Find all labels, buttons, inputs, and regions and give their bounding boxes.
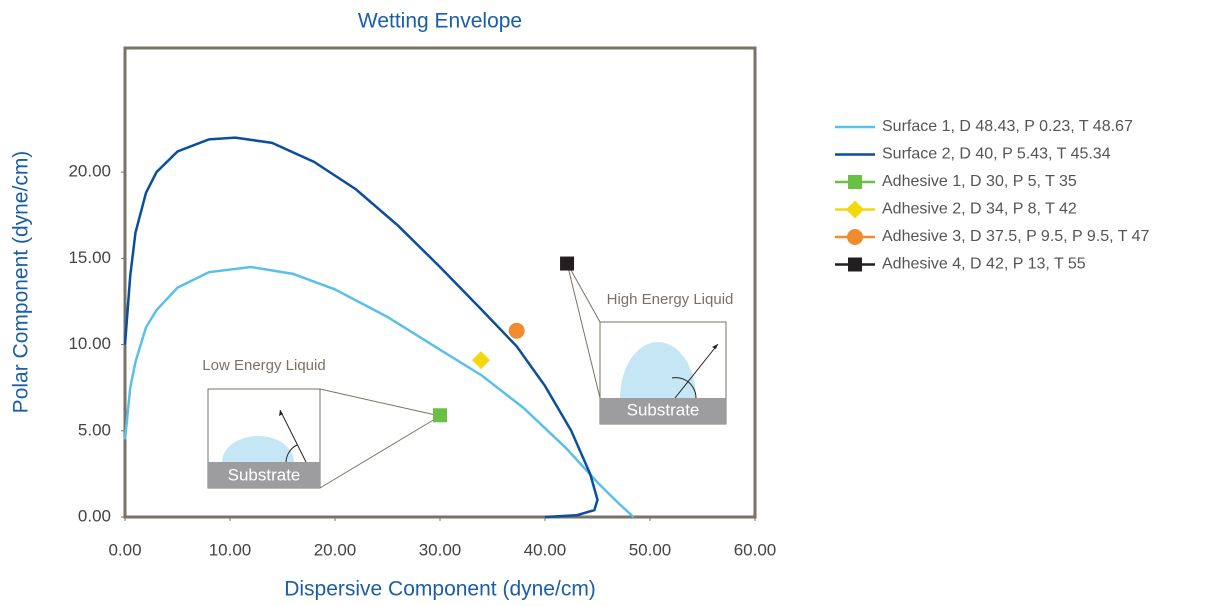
y-tick-label: 15.00	[68, 248, 111, 267]
legend-marker	[848, 175, 862, 189]
series-line	[125, 267, 634, 517]
x-tick-label: 60.00	[734, 540, 777, 559]
legend-label: Adhesive 1, D 30, P 5, T 35	[882, 173, 1077, 190]
annotation: High Energy Liquid	[607, 291, 734, 308]
legend-label: Adhesive 4, D 42, P 13, T 55	[882, 256, 1086, 273]
chart-title: Wetting Envelope	[358, 10, 522, 33]
inset-low: Substrate Low Energy Liquid	[202, 357, 440, 488]
x-tick-label: 50.00	[629, 540, 672, 559]
leader-line	[567, 263, 600, 322]
legend-label: Surface 2, D 40, P 5.43, T 45.34	[882, 146, 1111, 163]
x-tick-label: 0.00	[108, 540, 141, 559]
annotation: Substrate	[228, 465, 301, 484]
legend-marker	[848, 258, 862, 272]
x-axis-label: Dispersive Component (dyne/cm)	[284, 578, 596, 601]
legend-label: Surface 1, D 48.43, P 0.23, T 48.67	[882, 118, 1133, 135]
annotation: Low Energy Liquid	[202, 357, 325, 374]
y-axis-label: Polar Component (dyne/cm)	[10, 151, 33, 414]
series-line	[125, 138, 598, 517]
legend-label: Adhesive 2, D 34, P 8, T 42	[882, 201, 1077, 218]
legend-marker	[847, 229, 863, 245]
leader-line	[567, 263, 600, 398]
x-tick-label: 10.00	[209, 540, 252, 559]
data-point	[433, 408, 447, 422]
chart: Wetting Envelope Dispersive Component (d…	[0, 0, 1215, 606]
page: Wetting Envelope Dispersive Component (d…	[0, 0, 1215, 606]
leader-line	[320, 389, 440, 416]
x-tick-label: 40.00	[524, 540, 567, 559]
legend: Surface 1, D 48.43, P 0.23, T 48.67 Surfa…	[835, 118, 1150, 273]
data-point	[560, 257, 574, 271]
annotation: Substrate	[627, 400, 700, 419]
legend-marker	[846, 201, 864, 219]
leader-line	[320, 416, 440, 488]
x-tick-label: 20.00	[314, 540, 357, 559]
y-tick-label: 20.00	[68, 162, 111, 181]
legend-label: Adhesive 3, D 37.5, P 9.5, P 9.5, T 47	[882, 228, 1150, 245]
y-tick-label: 10.00	[68, 334, 111, 353]
y-tick-label: 0.00	[78, 506, 111, 525]
y-tick-label: 5.00	[78, 420, 111, 439]
data-point	[472, 351, 490, 369]
data-point	[509, 323, 525, 339]
x-tick-label: 30.00	[419, 540, 462, 559]
inset-high: Substrate High Energy Liquid	[567, 263, 733, 424]
